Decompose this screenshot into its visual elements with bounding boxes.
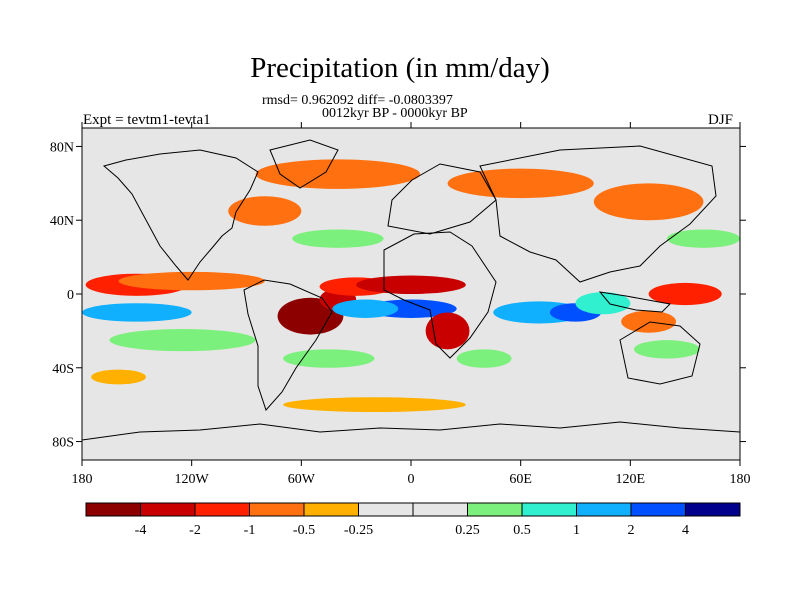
colorbar-label: 0.5 [513,523,531,538]
coast-africa [383,231,497,359]
anomaly-region [456,349,512,368]
colorbar-swatch [358,502,414,517]
colorbar-swatch [685,502,741,517]
colorbar-swatch [576,502,632,517]
colorbar-label: 4 [682,523,689,538]
anomaly-field [82,159,740,413]
coast-greenland [269,139,339,189]
anomaly-region [332,299,399,318]
lon-tick-label: 60W [288,472,316,487]
season-label: DJF [708,112,734,128]
lat-tick-label: 0 [67,288,74,303]
lon-tick-label: 60E [509,472,532,487]
latitude-ticks: 80N 40N 0 40S 80S [50,140,746,451]
colorbar-swatch [467,502,523,517]
period-label: 0012kyr BP - 0000kyr BP [322,106,468,121]
anomaly-region [425,312,470,350]
lon-tick-label: 0 [408,472,415,487]
anomaly-region [82,303,192,322]
anomaly-region [292,229,384,248]
lat-tick-label: 80S [52,436,74,451]
anomaly-region [356,275,466,294]
anomaly-region [621,310,677,333]
coast-europe [387,163,497,235]
colorbar-swatch [194,502,250,517]
anomaly-region [648,282,722,306]
colorbar-label: 1 [573,523,580,538]
colorbar-swatch [85,502,141,517]
lon-tick-label: 180 [730,472,751,487]
colorbar-label: 2 [628,523,635,538]
anomaly-region [593,183,704,221]
anomaly-region [633,340,700,359]
colorbar-swatch [303,502,359,517]
anomaly-region [447,168,594,199]
lat-tick-label: 40S [52,362,74,377]
coast-north-america [102,149,259,281]
coast-indonesia [598,291,672,313]
plot-title: Precipitation (in mm/day) [250,52,550,84]
colorbar-swatch [249,502,305,517]
colorbar-label: 0.25 [455,523,480,538]
coastlines [82,139,740,441]
colorbar-label: -4 [135,523,147,538]
colorbar-label: -0.5 [293,523,315,538]
anomaly-region [283,349,375,368]
anomaly-region [228,196,302,226]
anomaly-region [283,397,466,413]
anomaly-region [666,229,740,248]
lon-tick-label: 120E [616,472,646,487]
colorbar-label: -0.25 [344,523,373,538]
anomaly-region [575,292,631,315]
anomaly-region [109,329,256,352]
coast-asia [479,145,717,283]
anomaly-region [118,271,265,291]
colorbar-swatch [140,502,196,517]
coast-australia [619,321,701,385]
experiment-label: Expt = tevtm1-tevta1 [83,112,211,128]
lat-tick-label: 40N [50,214,74,229]
lat-tick-label: 80N [50,140,74,155]
anomaly-region [255,159,421,189]
coast-south-america [243,279,333,411]
colorbar-label: -1 [244,523,256,538]
anomaly-region [91,369,146,385]
colorbar-swatch [412,502,468,517]
rmsd-diff-stats: rmsd= 0.962092 diff= -0.0803397 [262,93,453,108]
colorbar: -4 -2 -1 -0.5 -0.25 0.25 0.5 1 2 4 [85,502,741,538]
colorbar-swatch [630,502,686,517]
longitude-ticks: 180 120W 60W 0 60E 120E 180 [72,122,751,487]
coast-antarctica [82,421,740,441]
lon-tick-label: 180 [72,472,93,487]
colorbar-swatch [521,502,577,517]
lon-tick-label: 120W [175,472,210,487]
colorbar-label: -2 [189,523,201,538]
